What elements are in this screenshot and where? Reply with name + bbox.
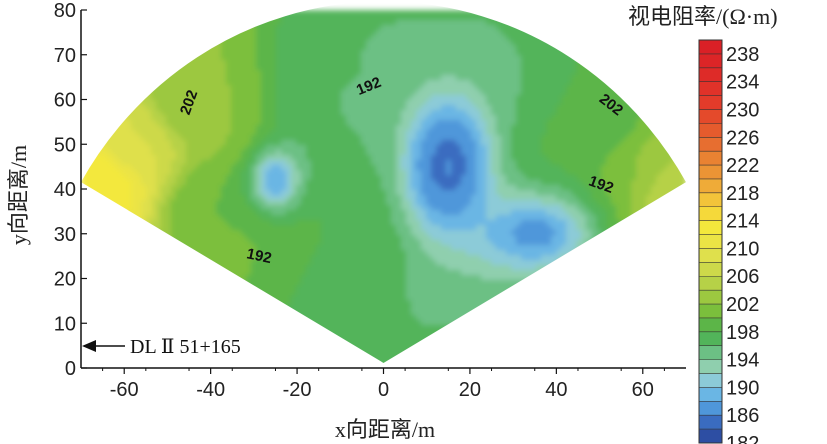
colorbar-swatch [699,220,722,235]
y-tick-label: 70 [54,45,76,67]
x-tick-label: -60 [110,379,139,401]
colorbar [698,39,723,444]
annotation-dl: DL Ⅱ 51+165 [82,336,241,358]
colorbar-swatch [699,53,722,69]
x-tick-label: 60 [632,379,654,401]
y-axis-label: y向距离/m [6,145,31,245]
colorbar-label: 222 [726,155,759,177]
annotation-arrow-head [82,340,96,352]
colorbar-label: 238 [726,44,759,66]
colorbar-swatch [699,67,722,82]
colorbar-swatch [699,331,722,347]
colorbar-swatch [699,192,722,208]
colorbar-swatch [699,317,722,333]
x-tick-label: -20 [283,379,312,401]
y-tick-label: 20 [54,269,76,291]
x-tick-label: -40 [196,379,225,401]
y-tick-label: 50 [54,134,76,156]
colorbar-swatch [699,345,722,360]
colorbar-label: 230 [726,99,759,121]
colorbar-swatch [699,234,722,249]
colorbar-swatch [699,123,722,138]
contour-label: 192 [245,245,273,267]
annotation-text: DL Ⅱ 51+165 [130,336,241,358]
colorbar-swatch [699,206,722,221]
colorbar-label: 206 [726,266,759,288]
colorbar-labels: 182 186 190 194 198 202 206 210 214 218 222 226 230 2… [726,44,759,444]
y-ticks: 0 10 20 30 40 50 60 70 80 [54,0,87,380]
colorbar-title: 视电阻率/(Ω·m) [628,4,778,29]
colorbar-swatch [699,262,722,277]
colorbar-label: 214 [726,211,759,233]
colorbar-label: 218 [726,183,759,205]
colorbar-swatch [699,151,722,166]
colorbar-swatch [699,401,722,416]
colorbar-label: 198 [726,322,759,344]
colorbar-swatch [699,40,722,55]
colorbar-swatch [699,415,722,430]
colorbar-swatch [699,95,722,110]
colorbar-swatch [699,304,722,319]
colorbar-swatch [699,387,722,402]
y-tick-label: 60 [54,90,76,112]
colorbar-label: 194 [726,350,759,372]
x-tick-label: 20 [459,379,481,401]
colorbar-swatch [699,178,722,194]
colorbar-label: 234 [726,72,759,94]
y-tick-label: 0 [65,358,76,380]
colorbar-swatch [699,373,722,388]
colorbar-label: 182 [726,433,759,444]
x-tick-label: 40 [545,379,567,401]
colorbar-label: 186 [726,405,759,427]
colorbar-label: 226 [726,127,759,149]
colorbar-label: 202 [726,294,759,316]
colorbar-swatch [699,81,722,96]
x-axis-label: x向距离/m [335,417,435,442]
fan-outline [79,0,688,365]
y-tick-label: 30 [54,224,76,246]
y-tick-label: 40 [54,179,76,201]
colorbar-swatch [699,429,722,444]
x-ticks: -60 -40 -20 0 20 40 60 [102,368,665,401]
colorbar-label: 210 [726,238,759,260]
y-tick-label: 80 [54,0,76,22]
colorbar-swatch [699,137,722,152]
y-tick-label: 10 [54,313,76,335]
colorbar-swatch [699,248,722,263]
colorbar-swatch [699,276,722,291]
colorbar-swatch [699,290,722,305]
colorbar-swatch [699,165,722,180]
colorbar-swatch [699,359,722,374]
colorbar-label: 190 [726,377,759,399]
colorbar-swatch [699,109,722,124]
x-tick-label: 0 [378,379,389,401]
colorbar-frame [698,39,723,444]
